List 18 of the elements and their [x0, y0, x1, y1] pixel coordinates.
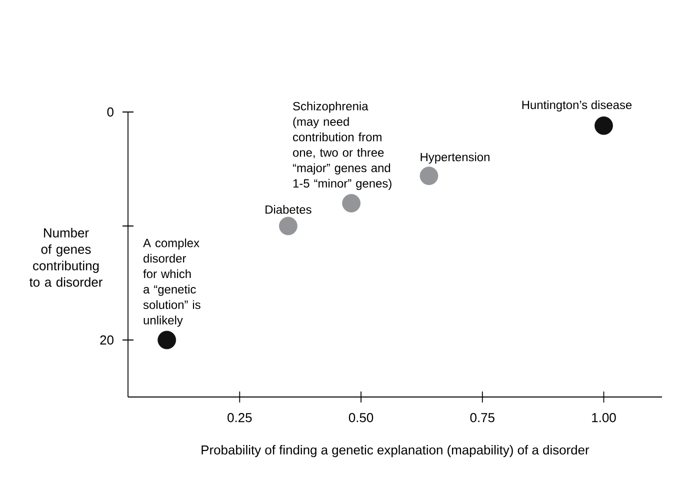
- point: [279, 216, 298, 236]
- point: [420, 166, 438, 186]
- x-axis-title: Probability of finding a genetic explanation (mapability) of a disorder: [202, 445, 590, 458]
- x-tick-label: 0.25: [228, 413, 252, 422]
- annotation: Huntington’s disease: [522, 100, 632, 112]
- annotation: Hypertension: [420, 152, 490, 164]
- x-tick-label: 1.00: [592, 413, 616, 422]
- point: [158, 330, 176, 350]
- annotation: Schizophrenia (may need contribution from one, two or three “major” genes and 1-5 “minor” genes): [292, 102, 392, 190]
- x-tick-label: 0.75: [470, 413, 494, 422]
- point: [342, 194, 361, 212]
- point: [594, 116, 613, 135]
- y-axis-title: Number of genes contributing to a disorder: [29, 228, 102, 287]
- annotation: A complex disorder for which a “genetic solution” is unlikely: [143, 238, 200, 327]
- y-tick-label: 20: [100, 335, 114, 345]
- y-tick-label: 0: [107, 107, 114, 117]
- x-tick-label: 0.50: [348, 413, 374, 422]
- annotation: Diabetes: [266, 205, 312, 214]
